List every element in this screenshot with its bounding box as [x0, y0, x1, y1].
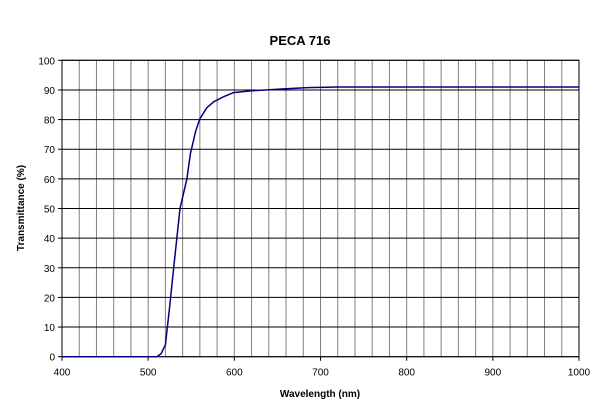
x-tick-label: 600 — [226, 368, 243, 379]
x-tick-label: 400 — [54, 368, 71, 379]
y-tick-label: 20 — [44, 293, 56, 304]
x-axis-label: Wavelength (nm) — [280, 389, 360, 400]
y-tick-label: 50 — [44, 205, 56, 216]
y-tick-label: 70 — [44, 145, 56, 156]
plot-frame — [61, 59, 580, 358]
x-tick-label: 1000 — [568, 368, 591, 379]
y-tick-label: 80 — [44, 116, 56, 127]
y-tick-label: 0 — [49, 353, 55, 364]
y-tick-label: 30 — [44, 264, 56, 275]
transmittance-line — [62, 86, 579, 358]
x-tick-label: 800 — [398, 368, 415, 379]
x-tick-label: 900 — [484, 368, 501, 379]
y-tick-label: 100 — [38, 56, 55, 67]
chart-title: PECA 716 — [270, 33, 331, 48]
y-axis-label: Transmittance (%) — [16, 165, 27, 251]
y-tick-label: 10 — [44, 323, 56, 334]
y-tick-label: 60 — [44, 175, 56, 186]
x-tick-label: 700 — [312, 368, 329, 379]
y-tick-label: 40 — [44, 234, 56, 245]
y-tick-label: 90 — [44, 86, 56, 97]
x-tick-label: 500 — [140, 368, 157, 379]
